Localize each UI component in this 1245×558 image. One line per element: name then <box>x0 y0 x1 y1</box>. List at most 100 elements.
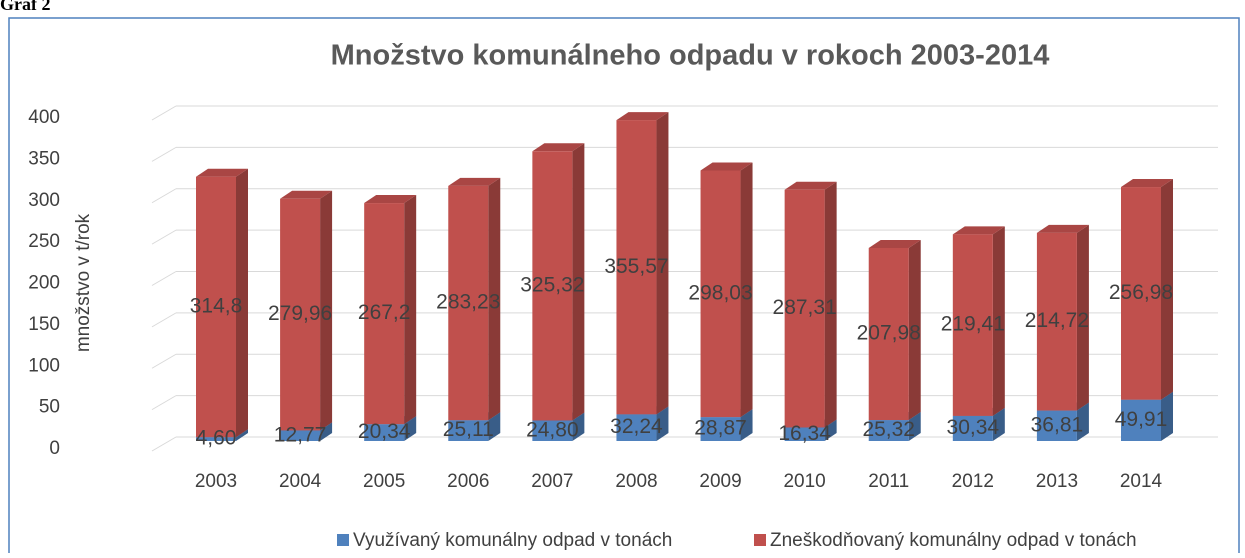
bar <box>532 420 573 441</box>
grid-line <box>151 105 177 121</box>
data-label: 30,34 <box>947 416 1000 439</box>
bar-side <box>992 407 1005 441</box>
bar-side <box>1161 391 1173 441</box>
bar-side <box>320 190 333 431</box>
bar-side <box>908 239 921 421</box>
legend-label: Využívaný komunálny odpad v tonách <box>353 530 672 551</box>
y-tick-label: 200 <box>28 273 60 294</box>
x-tick-label: 2004 <box>279 471 322 492</box>
bar-side <box>236 429 248 441</box>
data-label: 12,77 <box>274 423 327 446</box>
bar <box>1036 410 1077 441</box>
x-tick-label: 2010 <box>783 471 825 492</box>
bar-side <box>572 143 585 421</box>
bar-side <box>404 416 417 441</box>
bar <box>448 185 489 421</box>
bar <box>196 437 236 441</box>
bar-top <box>700 162 753 171</box>
data-label: 36,81 <box>1031 413 1084 436</box>
bar <box>784 427 825 441</box>
bar <box>364 424 405 441</box>
data-label: 283,23 <box>436 291 500 314</box>
bar-top <box>616 112 669 121</box>
bar-side <box>656 112 669 415</box>
y-tick-label: 400 <box>28 107 60 128</box>
x-tick-label: 2006 <box>447 471 489 492</box>
data-label: 28,87 <box>694 417 747 440</box>
data-label: 279,96 <box>268 302 332 325</box>
bar <box>1036 232 1077 411</box>
data-label: 207,98 <box>857 322 921 345</box>
bar-side <box>572 412 585 441</box>
bar <box>280 430 321 441</box>
data-label: 20,34 <box>358 420 411 443</box>
y-tick-label: 0 <box>49 438 60 459</box>
bar-top <box>1036 224 1089 233</box>
bar-top <box>280 190 333 199</box>
x-tick-label: 2009 <box>699 471 741 492</box>
bar-side <box>236 168 248 438</box>
data-label: 219,41 <box>941 313 1005 336</box>
legend-label: Zneškodňovaný komunálny odpad v tonách <box>770 530 1137 551</box>
bar-side <box>992 226 1005 416</box>
y-tick-label: 150 <box>28 314 60 335</box>
data-label: 16,34 <box>778 422 831 445</box>
bar-top <box>952 226 1005 235</box>
bar-side <box>740 409 753 441</box>
bar-side <box>824 181 837 428</box>
x-tick-label: 2008 <box>615 471 657 492</box>
bar-top <box>1121 179 1173 188</box>
bar-side <box>1076 224 1089 411</box>
bar <box>196 176 236 438</box>
bar <box>616 120 657 415</box>
bar-top <box>364 195 417 204</box>
bar-top <box>868 239 921 248</box>
x-tick-label: 2007 <box>531 471 573 492</box>
grid-line <box>151 312 177 328</box>
grid-line <box>151 188 177 204</box>
bar-side <box>1076 402 1089 441</box>
legend-swatch <box>337 534 349 546</box>
data-label: 355,57 <box>604 255 668 278</box>
bar-side <box>740 162 753 418</box>
bar <box>868 247 909 421</box>
y-tick-label: 50 <box>39 397 60 418</box>
bar-side <box>824 419 837 441</box>
bar <box>700 417 741 441</box>
y-tick-label: 100 <box>28 355 60 376</box>
bar <box>280 198 321 431</box>
grid-line <box>151 353 177 369</box>
data-label: 314,8 <box>190 294 243 317</box>
bar-side <box>488 412 501 441</box>
data-label: 256,98 <box>1109 281 1173 304</box>
bar-top <box>532 143 585 152</box>
bar-side <box>488 177 501 421</box>
x-tick-label: 2003 <box>195 471 237 492</box>
bar-side <box>908 412 921 441</box>
data-label: 49,91 <box>1115 408 1168 431</box>
x-tick-label: 2012 <box>952 471 994 492</box>
bar-top <box>196 168 248 177</box>
legend-swatch <box>754 534 766 546</box>
y-tick-label: 300 <box>28 190 60 211</box>
data-label: 25,11 <box>443 418 494 441</box>
bar-top <box>784 181 837 190</box>
data-label: 4,60 <box>196 427 237 450</box>
y-tick-label: 250 <box>28 231 60 252</box>
grid-line <box>151 436 177 452</box>
grid-line <box>151 146 177 162</box>
data-label: 214,72 <box>1025 309 1089 332</box>
bar <box>700 170 741 418</box>
bar-top <box>448 177 501 186</box>
data-label: 24,80 <box>526 418 579 441</box>
data-label: 325,32 <box>520 273 584 296</box>
grid-line <box>151 395 177 411</box>
bar <box>784 189 825 428</box>
bar-side <box>656 406 669 441</box>
bar <box>1121 399 1161 441</box>
data-label: 32,24 <box>610 415 663 438</box>
bar <box>616 414 657 441</box>
bar <box>364 203 405 425</box>
